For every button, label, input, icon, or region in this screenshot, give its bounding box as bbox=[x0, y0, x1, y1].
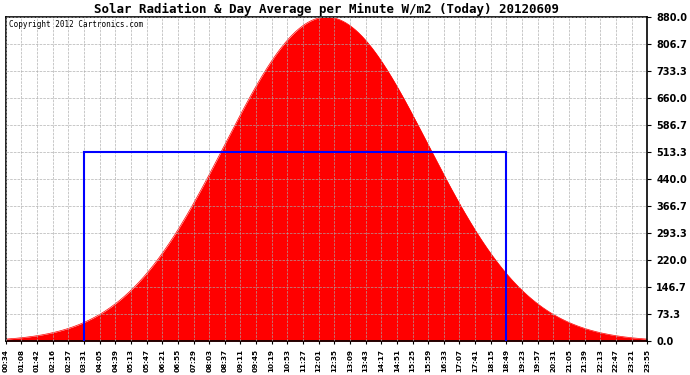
Text: Copyright 2012 Cartronics.com: Copyright 2012 Cartronics.com bbox=[9, 20, 143, 29]
Title: Solar Radiation & Day Average per Minute W/m2 (Today) 20120609: Solar Radiation & Day Average per Minute… bbox=[94, 3, 559, 16]
